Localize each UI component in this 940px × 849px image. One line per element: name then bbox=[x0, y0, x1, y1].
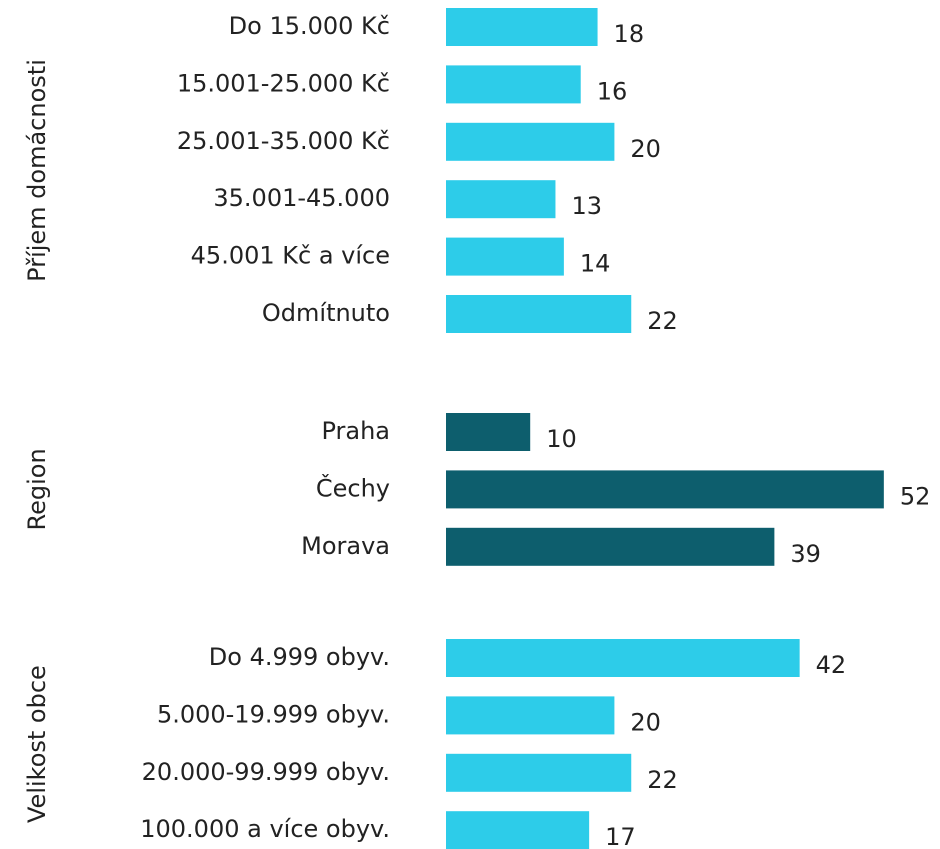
category-label: Odmítnuto bbox=[262, 299, 390, 327]
category-label: Čechy bbox=[316, 472, 390, 502]
value-label: 42 bbox=[816, 651, 847, 679]
value-label: 18 bbox=[614, 20, 645, 48]
bar bbox=[446, 237, 564, 276]
bar bbox=[446, 527, 775, 566]
group-label: Region bbox=[23, 448, 51, 530]
value-label: 20 bbox=[630, 135, 661, 163]
category-label: 35.001-45.000 bbox=[213, 184, 390, 212]
category-label: Do 15.000 Kč bbox=[229, 12, 390, 40]
bar bbox=[446, 122, 615, 161]
bar bbox=[446, 696, 615, 735]
bar bbox=[446, 470, 884, 509]
value-label: 20 bbox=[630, 708, 661, 736]
value-label: 17 bbox=[605, 823, 636, 849]
bar bbox=[446, 180, 556, 219]
category-label: 45.001 Kč a více bbox=[191, 242, 390, 270]
group-label: Příjem domácnosti bbox=[23, 59, 51, 282]
value-label: 13 bbox=[571, 192, 602, 220]
category-label: 15.001-25.000 Kč bbox=[177, 69, 390, 97]
category-label: 100.000 a více obyv. bbox=[140, 815, 390, 843]
group-label: Velikost obce bbox=[23, 665, 51, 823]
value-label: 39 bbox=[790, 540, 821, 568]
value-label: 14 bbox=[580, 250, 611, 278]
bar bbox=[446, 65, 581, 104]
value-label: 52 bbox=[900, 482, 931, 510]
bar bbox=[446, 811, 590, 849]
bar bbox=[446, 8, 598, 46]
bar bbox=[446, 295, 632, 333]
category-label: Morava bbox=[301, 532, 390, 560]
category-label: 5.000-19.999 obyv. bbox=[157, 700, 390, 728]
bar bbox=[446, 413, 531, 451]
category-label: Praha bbox=[321, 417, 390, 445]
category-label: 25.001-35.000 Kč bbox=[177, 127, 390, 155]
value-label: 22 bbox=[647, 307, 678, 335]
value-label: 10 bbox=[546, 425, 577, 453]
bar bbox=[446, 753, 632, 792]
bar bbox=[446, 639, 800, 677]
value-label: 22 bbox=[647, 766, 678, 794]
category-label: 20.000-99.999 obyv. bbox=[142, 758, 390, 786]
value-label: 16 bbox=[597, 77, 628, 105]
category-label: Do 4.999 obyv. bbox=[209, 643, 390, 671]
